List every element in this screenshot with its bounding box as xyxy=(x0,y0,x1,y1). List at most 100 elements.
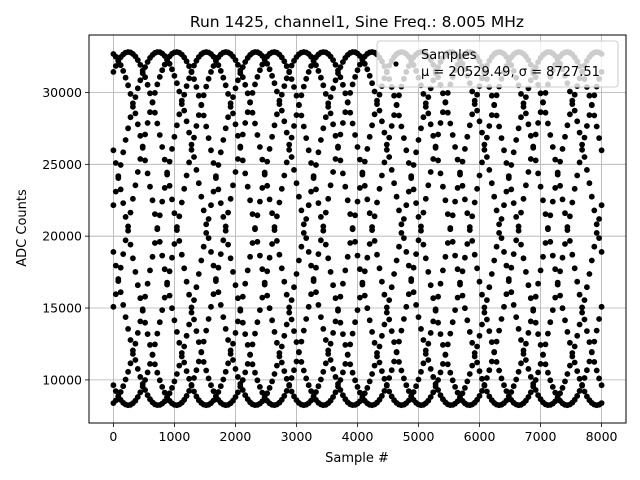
sample-point xyxy=(242,331,249,337)
sample-point xyxy=(471,97,478,104)
sample-point xyxy=(318,314,324,320)
sample-point xyxy=(523,340,529,347)
sample-point xyxy=(391,112,397,118)
sample-point xyxy=(188,382,195,389)
sample-point xyxy=(271,80,278,87)
sample-point xyxy=(493,92,500,99)
sample-point xyxy=(591,243,598,250)
sample-point xyxy=(361,292,368,299)
sample-point xyxy=(418,227,424,234)
sample-point xyxy=(479,321,485,328)
sample-point xyxy=(357,61,363,68)
sample-point xyxy=(518,337,524,343)
sample-point xyxy=(276,199,283,206)
sample-point xyxy=(269,133,275,140)
sample-point xyxy=(569,251,576,258)
sample-point xyxy=(527,132,534,139)
sample-point xyxy=(415,214,422,220)
sample-point xyxy=(313,162,319,168)
sample-point xyxy=(361,182,368,189)
sample-point xyxy=(330,282,336,289)
sample-point xyxy=(132,269,139,275)
sample-point xyxy=(195,271,202,277)
sample-point xyxy=(388,328,395,334)
sample-point xyxy=(488,358,495,365)
sample-point xyxy=(320,125,327,132)
sample-point xyxy=(169,385,175,391)
sample-point xyxy=(181,359,188,366)
sample-point xyxy=(562,241,568,247)
sample-point xyxy=(571,185,578,192)
sample-point xyxy=(261,281,268,288)
sample-point xyxy=(178,353,185,360)
sample-point xyxy=(386,388,393,395)
sample-point xyxy=(320,368,327,375)
sample-point xyxy=(427,394,434,400)
sample-point xyxy=(252,330,258,337)
sample-point xyxy=(381,321,388,328)
sample-point xyxy=(308,188,314,195)
sample-point xyxy=(596,216,602,222)
sample-point xyxy=(537,109,544,116)
sample-point xyxy=(430,318,437,325)
sample-point xyxy=(518,114,524,121)
sample-point xyxy=(352,377,358,384)
sample-point xyxy=(310,276,317,282)
sample-point xyxy=(413,383,419,390)
sample-point xyxy=(532,293,539,300)
sample-point xyxy=(379,332,385,339)
sample-point xyxy=(444,211,451,218)
sample-point xyxy=(300,367,307,374)
sample-point xyxy=(371,339,378,346)
sample-point xyxy=(161,156,168,163)
sample-point xyxy=(579,141,585,148)
legend: Samples μ = 20529.49, σ = 8727.51 xyxy=(376,40,619,88)
sample-point xyxy=(364,254,371,261)
sample-point xyxy=(147,342,153,348)
sample-point xyxy=(132,340,139,347)
sample-point xyxy=(449,377,456,384)
sample-point xyxy=(530,381,537,387)
sample-point xyxy=(576,375,583,382)
sample-point xyxy=(249,361,256,368)
sample-point xyxy=(120,302,127,308)
sample-point xyxy=(476,368,483,374)
sample-point xyxy=(303,216,310,222)
sample-point xyxy=(183,172,190,179)
sample-point xyxy=(401,135,407,142)
sample-point xyxy=(486,328,493,334)
sample-point xyxy=(574,393,581,399)
sample-point xyxy=(591,92,598,99)
sample-point xyxy=(496,367,502,374)
sample-point xyxy=(576,388,583,394)
sample-point xyxy=(574,332,581,339)
sample-point xyxy=(554,169,561,176)
sample-point xyxy=(567,238,573,244)
sample-point xyxy=(576,291,583,298)
sample-point xyxy=(239,131,246,138)
sample-point xyxy=(230,182,236,189)
sample-point xyxy=(498,135,505,142)
sample-point xyxy=(369,371,375,377)
sample-point xyxy=(169,196,175,203)
sample-point xyxy=(481,309,488,316)
sample-point xyxy=(398,327,405,334)
sample-point xyxy=(176,213,183,220)
sample-point xyxy=(308,388,314,394)
sample-point xyxy=(134,169,141,175)
sample-point xyxy=(342,342,349,348)
sample-point xyxy=(244,90,251,97)
sample-point xyxy=(510,251,517,257)
sample-point xyxy=(491,349,498,356)
sample-point xyxy=(503,160,510,166)
sample-point xyxy=(137,295,144,302)
sample-point xyxy=(498,375,505,382)
sample-point xyxy=(274,88,280,95)
sample-point xyxy=(142,157,149,164)
sample-point xyxy=(286,68,293,75)
sample-point xyxy=(374,353,380,360)
sample-point xyxy=(283,75,290,82)
sample-point xyxy=(567,88,573,95)
sample-point xyxy=(137,77,144,84)
sample-point xyxy=(376,265,383,272)
